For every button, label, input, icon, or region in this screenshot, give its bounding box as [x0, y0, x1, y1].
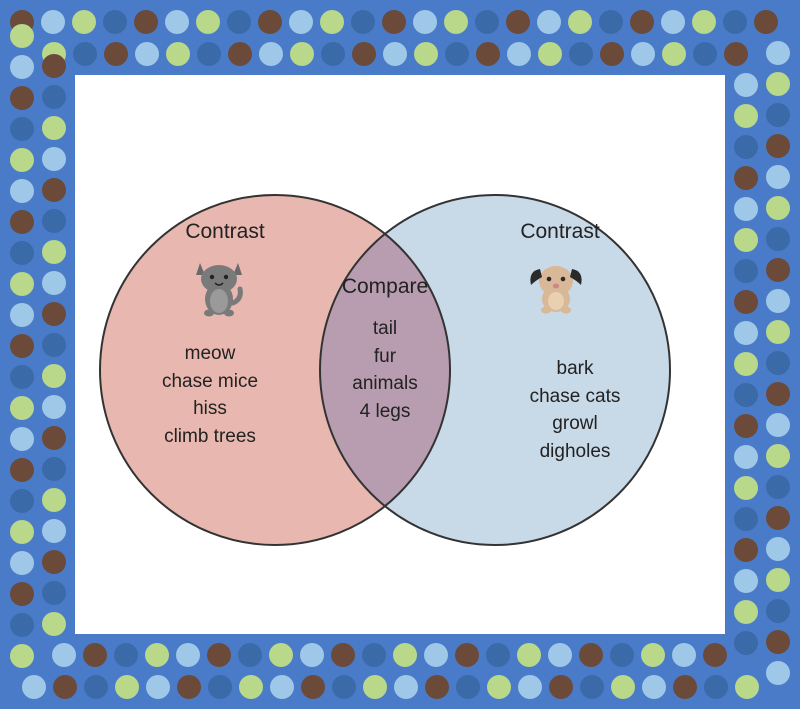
venn-item: growl: [490, 410, 660, 438]
center-items: tailfuranimals4 legs: [330, 315, 440, 425]
dog-icon: [525, 257, 587, 320]
right-items: barkchase catsgrowldigholes: [490, 355, 660, 465]
venn-item: bark: [490, 355, 660, 383]
venn-item: 4 legs: [330, 398, 440, 426]
venn-item: hiss: [125, 395, 295, 423]
venn-item: chase cats: [490, 383, 660, 411]
venn-item: animals: [330, 370, 440, 398]
center-title: Compare: [330, 275, 440, 299]
venn-item: fur: [330, 343, 440, 371]
venn-item: tail: [330, 315, 440, 343]
cat-icon: [190, 255, 248, 322]
right-circle-title: Contrast: [500, 220, 620, 244]
venn-item: digholes: [490, 438, 660, 466]
venn-item: chase mice: [125, 368, 295, 396]
venn-item: climb trees: [125, 423, 295, 451]
venn-item: meow: [125, 340, 295, 368]
left-circle-title: Contrast: [165, 220, 285, 244]
diagram-frame: Contrast Compare Contrast meowchase mice…: [0, 0, 800, 709]
left-items: meowchase micehissclimb trees: [125, 340, 295, 450]
